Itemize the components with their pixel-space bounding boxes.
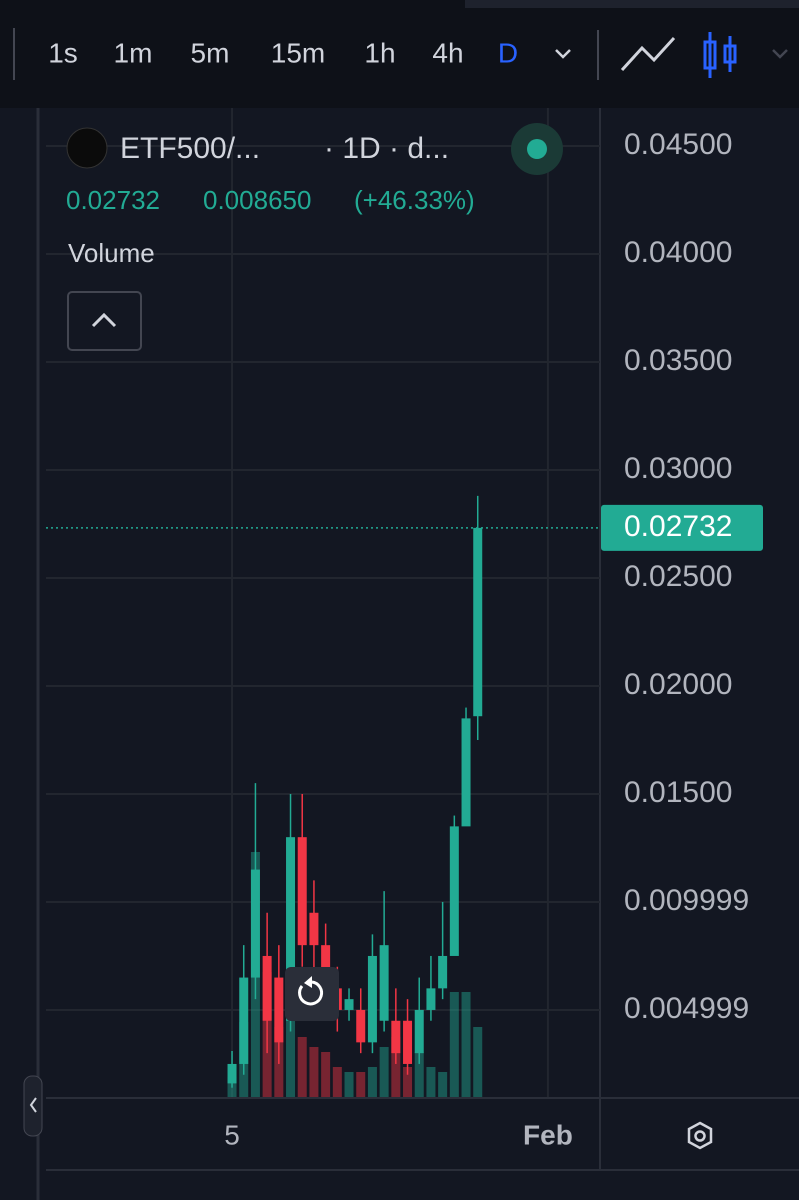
volume-bar — [414, 1052, 424, 1097]
settings-button[interactable] — [687, 1121, 713, 1150]
sidebar-toggle[interactable] — [23, 1075, 43, 1137]
toolbar — [0, 0, 799, 100]
candle-body — [286, 837, 296, 1021]
y-tick-label: 0.009999 — [624, 884, 749, 917]
style-menu[interactable] — [772, 49, 788, 59]
y-tick-label: 0.02500 — [624, 560, 732, 593]
interval-menu[interactable] — [555, 49, 571, 59]
y-tick-label: 0.03500 — [624, 344, 732, 377]
y-tick-label: 0.03000 — [624, 452, 732, 485]
last-price-label: 0.02732 — [624, 510, 732, 543]
volume-bar — [344, 1072, 354, 1097]
candle-body — [239, 977, 249, 1064]
collapse-icon — [91, 312, 117, 328]
y-tick-label: 0.01500 — [624, 776, 732, 809]
candle-body — [426, 988, 436, 1010]
last-price-box — [601, 504, 763, 551]
volume-legend: Volume — [68, 238, 155, 268]
candle-body — [414, 1009, 424, 1054]
y-tick-label: 0.004999 — [624, 992, 749, 1025]
status-dot — [527, 139, 547, 159]
symbol-logo — [66, 127, 108, 169]
candle-body — [344, 999, 354, 1010]
line-chart-button[interactable] — [620, 36, 676, 72]
interval-button[interactable]: 15m — [271, 37, 325, 68]
toolbar-edge — [465, 0, 799, 8]
y-tick-label: 0.04500 — [624, 128, 732, 161]
volume-bar — [297, 1037, 307, 1097]
volume-bar — [461, 992, 471, 1097]
interval-button[interactable]: D — [498, 37, 518, 68]
volume-bar — [379, 1047, 389, 1097]
candle-chart-button[interactable] — [703, 32, 737, 78]
interval-button[interactable]: 1s — [48, 37, 78, 68]
symbol-meta: · 1D · d... — [324, 132, 449, 165]
candle-body — [367, 955, 377, 1043]
plot — [46, 108, 600, 1097]
x-tick-label: 5 — [224, 1119, 240, 1150]
volume-bar — [309, 1047, 319, 1097]
interval-button[interactable]: 5m — [191, 37, 230, 68]
y-tick-label: 0.02000 — [624, 668, 732, 701]
candle-body — [379, 945, 389, 1021]
volume-bar — [286, 1002, 296, 1097]
volume-bar — [332, 1067, 342, 1097]
interval-button[interactable]: 1h — [364, 37, 395, 68]
left-toolbar — [0, 108, 38, 1200]
y-tick-label: 0.04000 — [624, 236, 732, 269]
candle-body — [391, 1020, 401, 1054]
legend-price: 0.02732 — [66, 185, 160, 215]
volume-bar — [391, 1037, 401, 1097]
candle-body — [250, 869, 260, 978]
x-tick-label: Feb — [523, 1119, 573, 1150]
candle-body — [274, 977, 284, 1043]
candle-body — [309, 912, 319, 946]
candle-body — [262, 955, 272, 1021]
legend-change: 0.008650 — [203, 185, 311, 215]
reset-icon-head — [304, 976, 312, 988]
candle-body — [227, 1063, 237, 1084]
reset-icon — [298, 980, 324, 1006]
candle-body — [356, 1009, 366, 1043]
interval-button[interactable]: 1m — [114, 37, 153, 68]
candle-body — [473, 527, 483, 717]
candle-body — [297, 837, 307, 946]
volume-bar — [473, 1027, 483, 1097]
candle-body — [449, 826, 459, 956]
legend-change-pct: (+46.33%) — [354, 185, 475, 215]
volume-bar — [438, 1072, 448, 1097]
volume-bar — [356, 1072, 366, 1097]
candle-body — [461, 718, 471, 827]
reset-button[interactable] — [285, 967, 339, 1021]
volume-bar — [449, 992, 459, 1097]
collapse-button[interactable] — [67, 291, 142, 351]
candle-body — [403, 1020, 413, 1064]
settings-icon — [694, 1130, 706, 1142]
candle-body — [321, 945, 331, 989]
symbol: ETF500/... — [120, 132, 260, 165]
separator — [0, 100, 799, 108]
volume-bar — [426, 1067, 436, 1097]
interval-button[interactable]: 4h — [432, 37, 463, 68]
volume-bar — [321, 1052, 331, 1097]
volume-bar — [403, 1067, 413, 1097]
sidebar-toggle-icon — [29, 1097, 37, 1113]
volume-bar — [367, 1067, 377, 1097]
candle-body — [438, 955, 448, 989]
